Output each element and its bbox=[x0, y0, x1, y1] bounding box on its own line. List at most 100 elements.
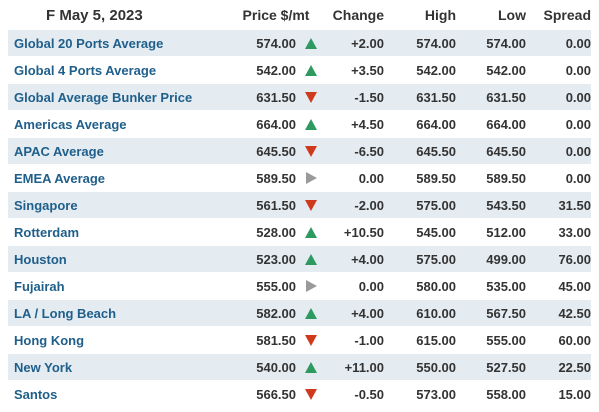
port-link[interactable]: Fujairah bbox=[14, 278, 65, 294]
triangle-up-icon bbox=[305, 253, 317, 265]
low-value: 555.00 bbox=[486, 332, 526, 348]
price-value: 645.50 bbox=[256, 143, 296, 159]
high-value: 545.00 bbox=[416, 224, 456, 240]
table-row: EMEA Average 589.50 0.00 589.50 589.50 0.00 bbox=[8, 165, 591, 192]
table-row: Global Average Bunker Price 631.50 -1.50 63… bbox=[8, 84, 591, 111]
port-link[interactable]: Global Average Bunker Price bbox=[14, 89, 193, 105]
table-body: Global 20 Ports Average 574.00 +2.00 574.00… bbox=[8, 30, 591, 408]
spread-value: 42.50 bbox=[558, 305, 591, 321]
price-value: 631.50 bbox=[256, 89, 296, 105]
change-value: -1.50 bbox=[354, 89, 384, 105]
price-value: 555.00 bbox=[256, 278, 296, 294]
table-header: F May 5, 2023 Price $/mt Change High Low… bbox=[8, 0, 591, 30]
table-row: Houston 523.00 +4.00 575.00 499.00 76.00 bbox=[8, 246, 591, 273]
spread-value: 0.00 bbox=[565, 143, 591, 159]
port-link[interactable]: LA / Long Beach bbox=[14, 305, 117, 321]
low-value: 589.50 bbox=[486, 170, 526, 186]
port-link[interactable]: Santos bbox=[14, 386, 58, 402]
high-value: 664.00 bbox=[416, 116, 456, 132]
table-row: Singapore 561.50 -2.00 575.00 543.50 31.50 bbox=[8, 192, 591, 219]
change-value: +11.00 bbox=[344, 359, 384, 375]
high-value: 573.00 bbox=[416, 386, 456, 402]
spread-value: 15.00 bbox=[558, 386, 591, 402]
price-value: 589.50 bbox=[256, 170, 296, 186]
low-value: 543.50 bbox=[486, 197, 526, 213]
spread-value: 0.00 bbox=[565, 170, 591, 186]
spread-value: 60.00 bbox=[558, 332, 591, 348]
table-row: Hong Kong 581.50 -1.00 615.00 555.00 60.00 bbox=[8, 327, 591, 354]
price-value: 528.00 bbox=[256, 224, 296, 240]
port-link[interactable]: Rotterdam bbox=[14, 224, 80, 240]
low-value: 631.50 bbox=[486, 89, 526, 105]
triangle-down-icon bbox=[305, 145, 317, 157]
triangle-down-icon bbox=[305, 91, 317, 103]
port-link[interactable]: Hong Kong bbox=[14, 332, 85, 348]
table-row: New York 540.00 +11.00 550.00 527.50 22.50 bbox=[8, 354, 591, 381]
port-link[interactable]: Americas Average bbox=[14, 116, 127, 132]
table-row: Rotterdam 528.00 +10.50 545.00 512.00 33.00 bbox=[8, 219, 591, 246]
high-value: 610.00 bbox=[416, 305, 456, 321]
port-link[interactable]: Global 20 Ports Average bbox=[14, 35, 164, 51]
table-row: Americas Average 664.00 +4.50 664.00 664.00 0… bbox=[8, 111, 591, 138]
triangle-down-icon bbox=[305, 388, 317, 400]
port-link[interactable]: Houston bbox=[14, 251, 67, 267]
spread-value: 76.00 bbox=[558, 251, 591, 267]
spread-value: 45.00 bbox=[558, 278, 591, 294]
change-value: -2.00 bbox=[354, 197, 384, 213]
high-value: 574.00 bbox=[416, 35, 456, 51]
spread-value: 0.00 bbox=[565, 116, 591, 132]
low-value: 645.50 bbox=[486, 143, 526, 159]
triangle-up-icon bbox=[305, 37, 317, 49]
triangle-right-icon bbox=[305, 172, 317, 184]
spread-value: 0.00 bbox=[565, 89, 591, 105]
low-value: 499.00 bbox=[486, 251, 526, 267]
triangle-up-icon bbox=[305, 226, 317, 238]
change-value: +3.50 bbox=[351, 62, 384, 78]
table-row: APAC Average 645.50 -6.50 645.50 645.50 0.00 bbox=[8, 138, 591, 165]
low-value: 527.50 bbox=[486, 359, 526, 375]
low-value: 512.00 bbox=[486, 224, 526, 240]
price-value: 582.00 bbox=[256, 305, 296, 321]
change-value: 0.00 bbox=[358, 278, 384, 294]
triangle-up-icon bbox=[305, 64, 317, 76]
price-value: 664.00 bbox=[256, 116, 296, 132]
port-link[interactable]: EMEA Average bbox=[14, 170, 106, 186]
change-value: 0.00 bbox=[358, 170, 384, 186]
header-low[interactable]: Low bbox=[498, 7, 526, 23]
triangle-up-icon bbox=[305, 118, 317, 130]
high-value: 550.00 bbox=[416, 359, 456, 375]
change-value: -1.00 bbox=[354, 332, 384, 348]
low-value: 567.50 bbox=[486, 305, 526, 321]
price-value: 542.00 bbox=[256, 62, 296, 78]
change-value: +10.50 bbox=[343, 224, 384, 240]
price-value: 566.50 bbox=[256, 386, 296, 402]
change-value: -0.50 bbox=[354, 386, 384, 402]
high-value: 589.50 bbox=[416, 170, 456, 186]
change-value: +2.00 bbox=[351, 35, 384, 51]
port-link[interactable]: Singapore bbox=[14, 197, 78, 213]
low-value: 535.00 bbox=[486, 278, 526, 294]
price-value: 523.00 bbox=[256, 251, 296, 267]
header-spread[interactable]: Spread bbox=[543, 7, 591, 23]
header-date: F May 5, 2023 bbox=[46, 6, 143, 24]
port-link[interactable]: APAC Average bbox=[14, 143, 104, 159]
low-value: 664.00 bbox=[486, 116, 526, 132]
price-value: 561.50 bbox=[256, 197, 296, 213]
high-value: 580.00 bbox=[416, 278, 456, 294]
high-value: 575.00 bbox=[416, 251, 456, 267]
triangle-down-icon bbox=[305, 199, 317, 211]
change-value: +4.00 bbox=[351, 251, 384, 267]
header-change[interactable]: Change bbox=[332, 7, 384, 23]
table-row: Fujairah 555.00 0.00 580.00 535.00 45.00 bbox=[8, 273, 591, 300]
header-high[interactable]: High bbox=[424, 7, 456, 23]
low-value: 558.00 bbox=[486, 386, 526, 402]
port-link[interactable]: Global 4 Ports Average bbox=[14, 62, 157, 78]
header-price[interactable]: Price $/mt bbox=[242, 7, 310, 23]
port-link[interactable]: New York bbox=[14, 359, 73, 375]
high-value: 542.00 bbox=[416, 62, 456, 78]
change-value: +4.00 bbox=[351, 305, 384, 321]
high-value: 575.00 bbox=[416, 197, 456, 213]
table-row: LA / Long Beach 582.00 +4.00 610.00 567.50 42… bbox=[8, 300, 591, 327]
spread-value: 22.50 bbox=[558, 359, 591, 375]
high-value: 631.50 bbox=[416, 89, 456, 105]
